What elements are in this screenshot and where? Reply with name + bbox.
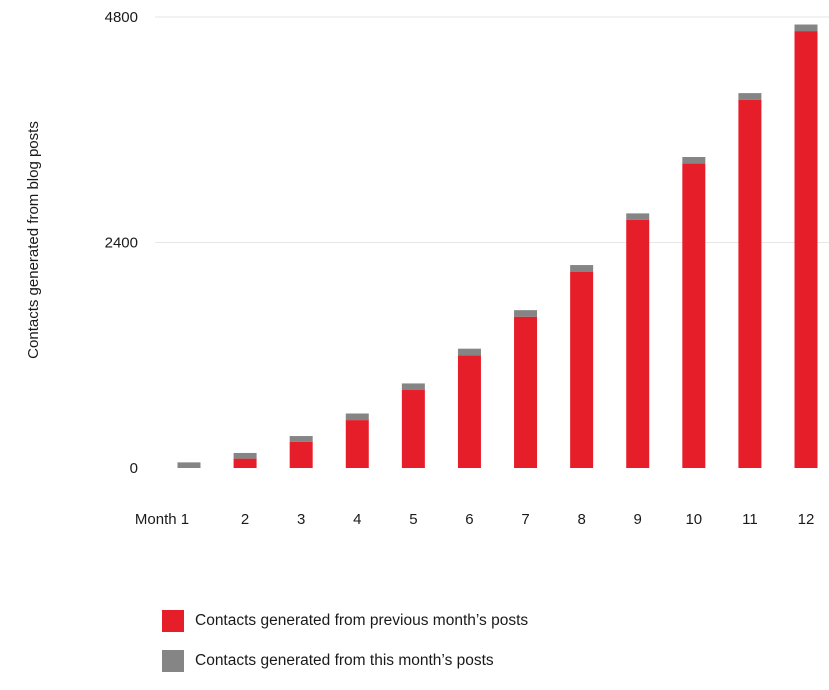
legend-swatch-red bbox=[162, 610, 184, 632]
y-axis-tick-labels: 0 2400 4800 bbox=[105, 9, 138, 477]
grid-lines bbox=[155, 16, 829, 243]
bar-previous-month bbox=[401, 390, 425, 468]
y-tick-label: 0 bbox=[130, 460, 138, 477]
y-tick-label: 4800 bbox=[105, 9, 138, 26]
x-tick-label: 4 bbox=[353, 511, 361, 528]
x-tick-label: Month 1 bbox=[135, 511, 189, 528]
bar-previous-month bbox=[289, 441, 313, 468]
x-tick-label: 6 bbox=[465, 511, 473, 528]
legend-item-previous-month: Contacts generated from previous month’s… bbox=[162, 610, 528, 632]
legend-item-this-month: Contacts generated from this month’s pos… bbox=[162, 650, 528, 672]
bar-previous-month bbox=[626, 219, 650, 468]
legend-label: Contacts generated from previous month’s… bbox=[195, 612, 529, 629]
x-tick-label: 3 bbox=[297, 511, 305, 528]
bar-previous-month bbox=[794, 31, 818, 468]
bar-previous-month bbox=[570, 271, 594, 468]
y-axis-label: Contacts generated from blog posts bbox=[25, 121, 42, 359]
x-tick-label: 12 bbox=[798, 511, 815, 528]
bar-this-month bbox=[457, 348, 481, 356]
bar-previous-month bbox=[738, 99, 762, 468]
x-tick-label: 8 bbox=[577, 511, 585, 528]
bar-previous-month bbox=[682, 163, 706, 468]
x-tick-label: 10 bbox=[685, 511, 702, 528]
bar-this-month bbox=[794, 24, 818, 32]
x-tick-label: 2 bbox=[241, 511, 249, 528]
bar-this-month bbox=[682, 156, 706, 164]
bar-previous-month bbox=[345, 420, 369, 468]
x-tick-label: 11 bbox=[742, 511, 758, 528]
bar-this-month bbox=[233, 452, 257, 459]
bar-this-month bbox=[514, 310, 538, 317]
bar-this-month bbox=[570, 265, 594, 272]
bar-previous-month bbox=[233, 458, 257, 468]
bar-previous-month bbox=[457, 355, 481, 468]
bar-previous-month bbox=[514, 316, 538, 468]
x-tick-label: 7 bbox=[521, 511, 529, 528]
y-tick-label: 2400 bbox=[105, 235, 138, 252]
legend-label: Contacts generated from this month’s pos… bbox=[195, 652, 494, 669]
bar-this-month bbox=[738, 93, 762, 100]
bars bbox=[177, 24, 818, 468]
bar-this-month bbox=[626, 213, 650, 220]
bar-this-month bbox=[177, 462, 201, 468]
legend-swatch-gray bbox=[162, 650, 184, 672]
x-tick-label: 9 bbox=[634, 511, 642, 528]
x-tick-label: 5 bbox=[409, 511, 417, 528]
x-axis-tick-labels: Month 1 2 3 4 5 6 7 8 9 10 11 12 bbox=[135, 511, 814, 528]
legend: Contacts generated from previous month’s… bbox=[162, 610, 528, 690]
bar-this-month bbox=[289, 436, 313, 442]
bar-this-month bbox=[345, 413, 369, 421]
bar-this-month bbox=[401, 383, 425, 391]
